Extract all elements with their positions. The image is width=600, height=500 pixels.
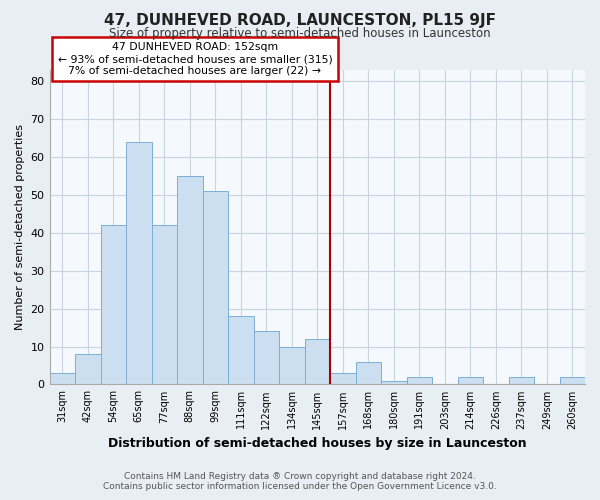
Y-axis label: Number of semi-detached properties: Number of semi-detached properties (15, 124, 25, 330)
Bar (356, 362, 381, 384)
Bar (381, 380, 407, 384)
Bar (203, 191, 228, 384)
Bar (177, 176, 203, 384)
Bar (509, 377, 534, 384)
Bar (152, 226, 177, 384)
Bar (75, 354, 101, 384)
Bar (407, 377, 432, 384)
Bar (560, 377, 585, 384)
Bar (50, 373, 75, 384)
Text: Size of property relative to semi-detached houses in Launceston: Size of property relative to semi-detach… (109, 28, 491, 40)
Bar (279, 346, 305, 385)
Text: Contains HM Land Registry data ® Crown copyright and database right 2024.
Contai: Contains HM Land Registry data ® Crown c… (103, 472, 497, 491)
Text: 47, DUNHEVED ROAD, LAUNCESTON, PL15 9JF: 47, DUNHEVED ROAD, LAUNCESTON, PL15 9JF (104, 12, 496, 28)
Bar (228, 316, 254, 384)
X-axis label: Distribution of semi-detached houses by size in Launceston: Distribution of semi-detached houses by … (108, 437, 527, 450)
Bar (101, 226, 126, 384)
Bar (458, 377, 483, 384)
Bar (330, 373, 356, 384)
Bar (305, 339, 330, 384)
Bar (126, 142, 152, 384)
Bar (254, 332, 279, 384)
Text: 47 DUNHEVED ROAD: 152sqm
← 93% of semi-detached houses are smaller (315)
7% of s: 47 DUNHEVED ROAD: 152sqm ← 93% of semi-d… (58, 42, 332, 76)
